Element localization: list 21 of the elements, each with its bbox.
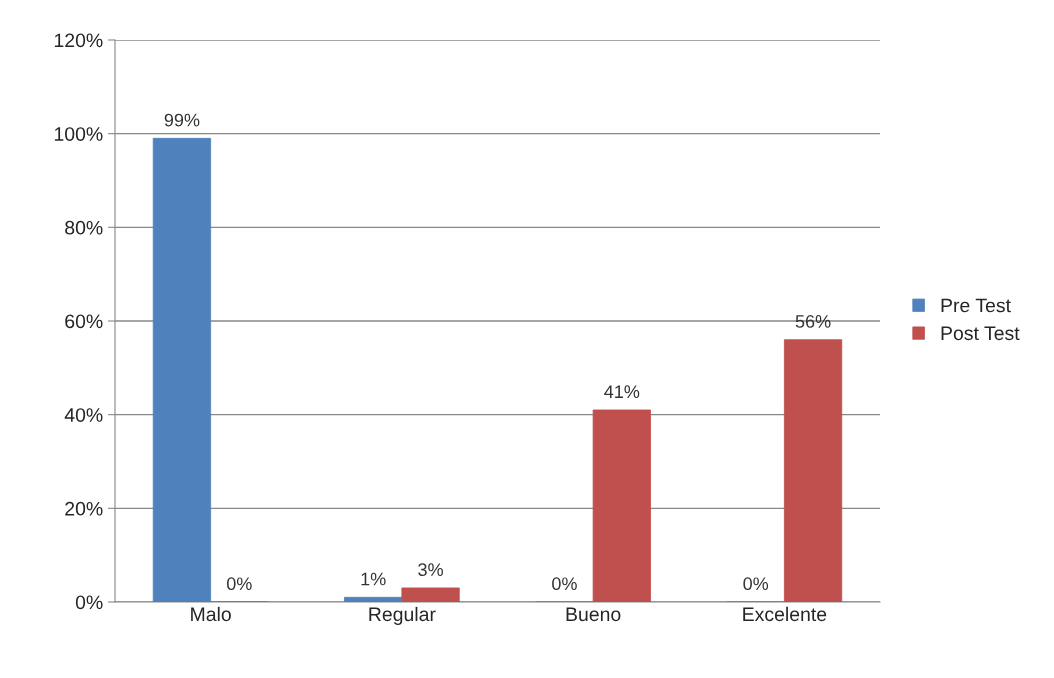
y-tick-label: 0%	[75, 595, 103, 610]
y-tick-label: 20%	[65, 501, 103, 516]
data-label: 56%	[795, 315, 831, 328]
data-label: 99%	[164, 113, 200, 127]
y-tick-label: 60%	[65, 314, 103, 329]
y-tick-label: 40%	[64, 408, 103, 422]
x-tick-label: Bueno	[566, 607, 621, 622]
data-label: 1%	[361, 572, 386, 586]
data-label: 0%	[552, 577, 577, 591]
data-label: 41%	[604, 385, 640, 399]
data-label: 0%	[743, 577, 769, 591]
x-tick-label: Malo	[191, 606, 231, 622]
x-tick-label: Regular	[369, 606, 436, 625]
y-tick-label: 80%	[65, 220, 103, 235]
x-tick-label: Excelente	[743, 606, 827, 622]
legend-label: Post Test	[941, 326, 1020, 341]
legend-label: Pre Test	[941, 298, 1011, 313]
data-label: 0%	[226, 577, 252, 591]
y-tick-label: 100%	[54, 127, 103, 141]
data-label: 3%	[418, 563, 443, 577]
y-tick-label: 120%	[54, 33, 103, 48]
